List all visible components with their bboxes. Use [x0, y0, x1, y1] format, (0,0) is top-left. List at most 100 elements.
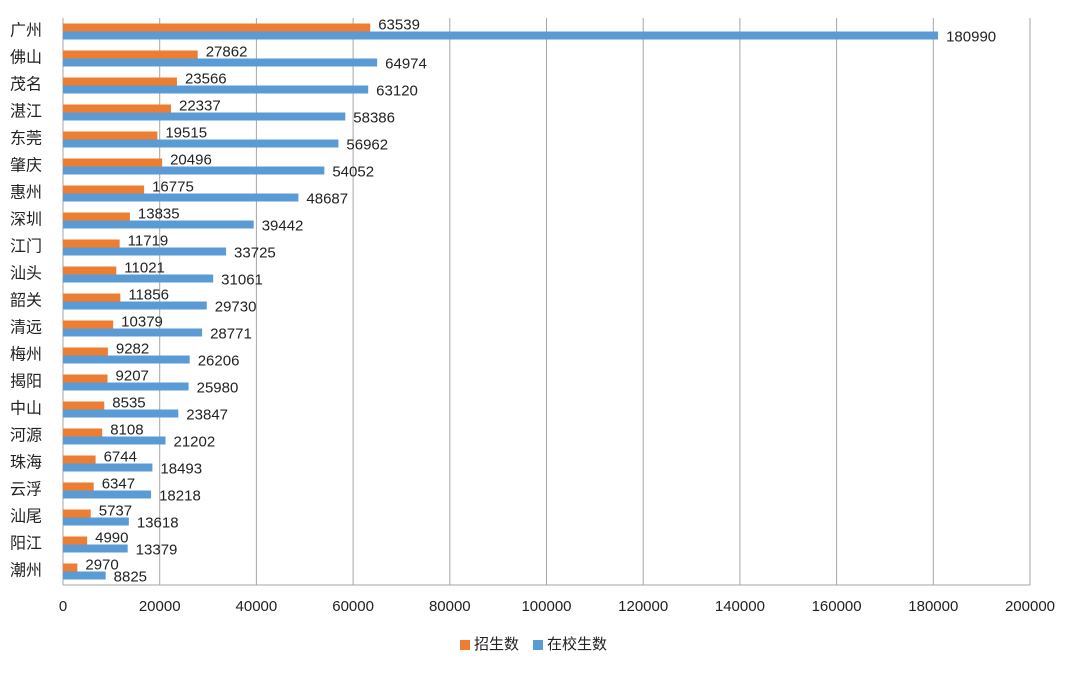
x-tick-label: 120000	[618, 598, 668, 615]
bar	[63, 401, 105, 410]
y-tick-label: 佛山	[10, 49, 42, 67]
data-label: 27862	[206, 43, 248, 60]
bar	[63, 112, 346, 121]
bar	[63, 85, 369, 94]
y-tick-label: 潮州	[10, 562, 42, 580]
y-tick-label: 韶关	[10, 292, 42, 310]
data-label: 13618	[137, 514, 179, 531]
bar	[63, 220, 254, 229]
data-label: 63539	[378, 16, 420, 33]
bar	[63, 193, 299, 202]
bar	[63, 463, 153, 472]
y-tick-label: 中山	[10, 400, 42, 418]
data-label: 39442	[262, 217, 304, 234]
y-tick-label: 深圳	[10, 211, 42, 229]
legend-swatch	[533, 640, 544, 650]
data-label: 20496	[170, 151, 212, 168]
bar	[63, 509, 91, 518]
y-tick-label: 清远	[10, 319, 42, 337]
x-tick-label: 100000	[521, 598, 571, 615]
y-tick-label: 云浮	[10, 481, 42, 499]
data-label: 10379	[121, 313, 163, 330]
data-label: 11719	[128, 232, 169, 249]
data-label: 2970	[85, 556, 118, 573]
x-tick-label: 0	[59, 598, 67, 615]
data-label: 54052	[332, 163, 374, 180]
y-tick-label: 汕尾	[10, 508, 42, 526]
data-label: 180990	[946, 28, 996, 45]
bar	[63, 50, 198, 59]
bar	[63, 347, 108, 356]
data-label: 13835	[138, 205, 180, 222]
x-tick-label: 80000	[429, 598, 471, 615]
bar	[63, 274, 214, 283]
data-label: 31061	[221, 271, 263, 288]
x-tick-label: 200000	[1005, 598, 1055, 615]
y-tick-label: 梅州	[10, 346, 42, 364]
bar	[63, 247, 227, 256]
bar	[63, 239, 120, 248]
bar	[63, 31, 939, 40]
y-tick-label: 阳江	[10, 535, 42, 553]
bar	[63, 544, 128, 553]
x-tick-label: 160000	[812, 598, 862, 615]
bar	[63, 328, 203, 337]
bar	[63, 436, 166, 445]
bar	[63, 212, 130, 221]
data-label: 8535	[112, 394, 145, 411]
data-label: 9207	[116, 367, 149, 384]
data-label: 18218	[159, 487, 201, 504]
bar	[63, 374, 108, 383]
data-label: 63120	[376, 82, 418, 99]
bar	[63, 428, 103, 437]
bar	[63, 58, 378, 67]
data-label: 4990	[95, 529, 128, 546]
bar	[63, 77, 177, 86]
y-tick-label: 汕头	[10, 265, 42, 283]
data-label: 22337	[179, 97, 221, 114]
data-label: 29730	[215, 298, 257, 315]
data-label: 23566	[185, 70, 227, 87]
bar	[63, 355, 190, 364]
bar	[63, 409, 179, 418]
y-tick-label: 珠海	[10, 454, 42, 472]
data-label: 21202	[174, 433, 216, 450]
data-label: 11021	[124, 259, 165, 276]
y-tick-label: 茂名	[10, 76, 42, 94]
bar	[63, 131, 158, 140]
bar	[63, 536, 88, 545]
bar	[63, 139, 339, 148]
y-tick-label: 惠州	[10, 184, 42, 202]
x-tick-label: 60000	[332, 598, 374, 615]
y-tick-label: 江门	[10, 238, 42, 256]
bar	[63, 490, 152, 499]
data-label: 25980	[197, 379, 239, 396]
x-tick-label: 140000	[715, 598, 765, 615]
bar	[63, 382, 189, 391]
bar	[63, 185, 145, 194]
data-label: 8825	[114, 568, 147, 585]
y-tick-label: 东莞	[10, 130, 42, 148]
legend-swatch	[460, 640, 470, 650]
x-tick-label: 20000	[139, 598, 181, 615]
bar	[63, 104, 171, 113]
data-label: 8108	[110, 421, 143, 438]
bar	[63, 293, 121, 302]
data-label: 6744	[104, 448, 137, 465]
data-label: 56962	[346, 136, 388, 153]
y-tick-label: 肇庆	[10, 157, 42, 175]
data-label: 58386	[353, 109, 395, 126]
data-label: 23847	[186, 406, 228, 423]
bar	[63, 563, 78, 572]
data-label: 9282	[116, 340, 149, 357]
data-label: 6347	[102, 475, 135, 492]
data-label: 11856	[128, 286, 169, 303]
legend-label: 在校生数	[547, 636, 607, 653]
legend-label: 招生数	[474, 636, 519, 653]
data-label: 33725	[234, 244, 276, 261]
y-tick-label: 湛江	[10, 103, 42, 121]
bar	[63, 158, 163, 167]
data-label: 16775	[152, 178, 194, 195]
y-tick-label: 广州	[10, 22, 42, 40]
